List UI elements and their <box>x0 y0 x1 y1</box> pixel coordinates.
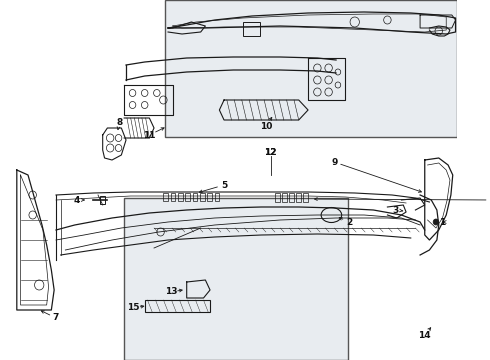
Text: 2: 2 <box>346 217 352 226</box>
Bar <box>290 193 294 202</box>
Text: 7: 7 <box>53 314 59 323</box>
Text: 12: 12 <box>265 148 277 157</box>
Text: 15: 15 <box>127 303 140 312</box>
Text: 11: 11 <box>143 131 156 140</box>
Text: 5: 5 <box>221 180 227 189</box>
Text: 1: 1 <box>440 217 445 226</box>
Bar <box>123 198 347 360</box>
Bar <box>282 193 287 202</box>
Bar <box>163 193 168 201</box>
Bar <box>171 193 175 201</box>
Bar <box>275 193 280 202</box>
Text: 14: 14 <box>418 330 431 339</box>
Bar <box>243 22 260 36</box>
Bar <box>100 196 105 204</box>
Bar <box>185 193 190 201</box>
Text: 13: 13 <box>165 288 177 297</box>
Circle shape <box>433 219 439 225</box>
Bar <box>178 193 183 201</box>
Text: 4: 4 <box>74 195 80 204</box>
Bar <box>207 193 212 201</box>
Text: 3: 3 <box>392 206 399 215</box>
Text: 10: 10 <box>260 122 272 131</box>
Text: 9: 9 <box>331 158 338 166</box>
Bar <box>165 0 458 137</box>
Bar <box>303 193 308 202</box>
Bar <box>200 193 205 201</box>
Bar <box>215 193 220 201</box>
Text: 8: 8 <box>116 117 122 126</box>
Bar <box>193 193 197 201</box>
Bar <box>145 300 210 312</box>
Bar <box>296 193 301 202</box>
Text: 12: 12 <box>265 148 277 157</box>
